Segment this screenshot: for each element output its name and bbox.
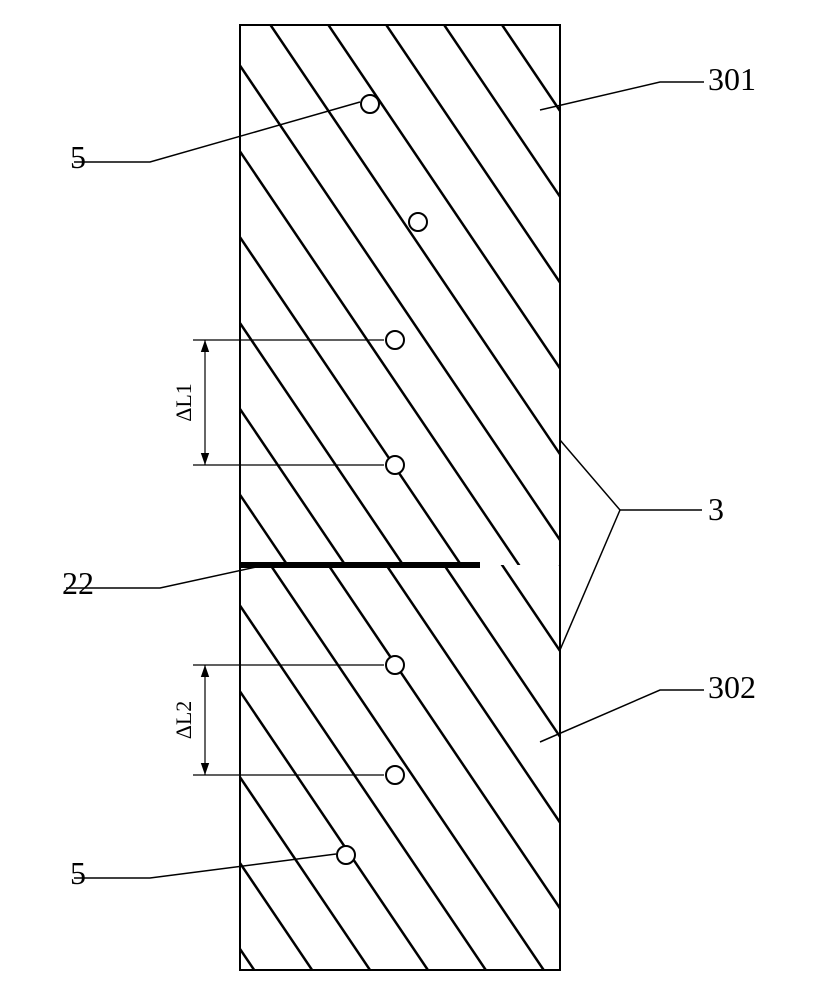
dim_L2: ΔL2 bbox=[171, 665, 384, 775]
callout-301-3: 301 bbox=[540, 61, 756, 110]
section-outline bbox=[240, 25, 560, 970]
callout-301-3-label: 301 bbox=[708, 61, 756, 97]
dim_L2-label: ΔL2 bbox=[171, 701, 196, 740]
marker-circle bbox=[361, 95, 379, 113]
callout-5-2: 5 bbox=[70, 854, 336, 891]
callout-302-4: 302 bbox=[540, 669, 756, 742]
marker-circle bbox=[386, 456, 404, 474]
callout-5-0: 5 bbox=[70, 102, 360, 175]
marker-circles bbox=[337, 95, 427, 864]
callout-5-0-label: 5 bbox=[70, 139, 86, 175]
hatch-group bbox=[0, 0, 814, 1000]
dim_L1-label: ΔL1 bbox=[171, 383, 196, 422]
marker-circle bbox=[386, 766, 404, 784]
callout-3-label: 3 bbox=[708, 491, 724, 527]
callout-22-1-label: 22 bbox=[62, 565, 94, 601]
callout-5-2-label: 5 bbox=[70, 855, 86, 891]
marker-circle bbox=[386, 331, 404, 349]
marker-circle bbox=[337, 846, 355, 864]
hatch-group bbox=[0, 0, 814, 1000]
marker-circle bbox=[386, 656, 404, 674]
callout-3-brace: 3 bbox=[560, 440, 724, 650]
callout-302-4-label: 302 bbox=[708, 669, 756, 705]
callout-22-1: 22 bbox=[62, 564, 270, 601]
marker-circle bbox=[409, 213, 427, 231]
